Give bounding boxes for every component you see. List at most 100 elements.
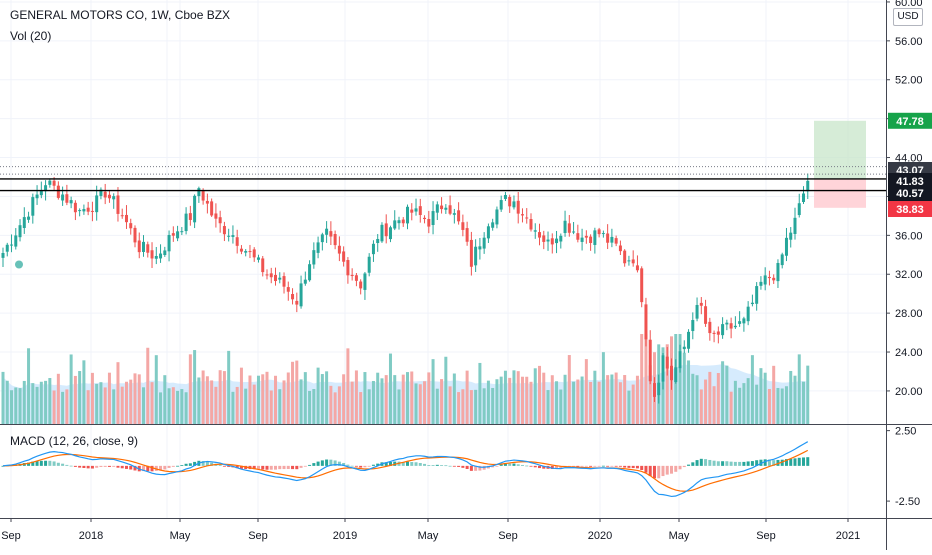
volume-bar [486,380,490,424]
candle-body [491,222,495,228]
volume-bar [354,370,358,424]
candle-body [124,214,128,223]
volume-bar [82,360,86,424]
macd-histogram-bar [499,464,503,466]
volume-bar [176,390,180,424]
stop-zone[interactable] [814,178,866,208]
candle-body [444,207,448,210]
volume-legend: Vol (20) [10,29,52,43]
currency-button[interactable]: USD [893,8,923,26]
candle-body [325,228,329,235]
price-tick-label: 60.00 [895,0,923,9]
macd-histogram-bar [52,461,56,466]
candle-body [457,210,461,222]
volume-bar [678,334,682,424]
volume-bar [312,389,316,424]
volume-bar [248,375,252,424]
volume-bar [440,379,444,424]
candle-body [729,323,733,329]
macd-histogram-bar [755,460,759,466]
candle-body [218,217,222,224]
target-zone[interactable] [814,120,866,179]
macd-tick-label: 2.50 [895,426,916,438]
volume-bar [78,371,82,424]
macd-histogram-bar [678,465,682,470]
volume-bar [299,379,303,424]
macd-histogram-bar [427,465,431,466]
volume-bar [503,370,507,424]
macd-histogram-bar [90,465,94,469]
volume-bar [18,388,22,424]
candle-body [171,233,175,236]
volume-bar [789,370,793,424]
volume-bar [86,390,90,424]
volume-bar [380,378,384,424]
candle-body [721,324,725,336]
volume-bar [448,386,452,424]
candle-body [682,346,686,350]
drawing-anchor-dot[interactable] [15,260,23,269]
long-position-tool[interactable] [814,120,866,208]
macd-histogram-bar [797,457,801,466]
volume-bar [231,391,235,424]
horizontal-levels[interactable] [0,166,886,192]
macd-histogram-bar [725,461,729,466]
volume-bar [640,334,644,424]
candles [1,173,810,404]
macd-histogram-bar [388,461,392,466]
macd-histogram-bar [342,462,346,466]
macd-histogram-bar [525,465,529,467]
candle-body [767,276,771,279]
macd-histogram-bar [665,465,669,475]
volume-bar [508,377,512,424]
volume-bar [112,389,116,424]
volume-bar [431,359,435,424]
volume-bar [414,383,418,424]
candle-body [725,322,729,325]
macd-histogram-bar [61,463,65,466]
volume-bar [222,371,226,424]
candle-body [329,231,333,237]
macd-histogram-bar [452,465,456,467]
candle-body [163,250,167,256]
candle-body [176,231,180,239]
macd-histogram-bar [750,461,754,466]
volume-bar [687,360,691,424]
macd-histogram-bar [699,458,703,466]
macd-histogram-bar [763,459,767,466]
candle-body [750,302,754,305]
candle-body [414,208,418,212]
macd-histogram-bar [218,464,222,466]
candle-body [576,233,580,240]
candle-body [495,209,499,225]
time-tick-label: 2018 [79,530,103,542]
macd-histogram-bar [406,461,410,466]
macd-histogram-bar [606,465,610,467]
candle-body [269,273,273,278]
candle-body [525,217,529,219]
time-tick-label: Sep [498,530,518,542]
volume-bar [282,380,286,424]
volume-bar [363,372,367,424]
volume-bar [533,368,537,424]
volume-bar [695,375,699,424]
macd-histogram-bar [239,465,243,469]
macd-histogram-bar [733,461,737,466]
volume-bars [1,334,810,424]
candle-body [303,279,307,284]
macd-histogram-bar [371,464,375,466]
volume-bar [44,380,48,424]
candle-body [103,191,107,198]
macd-histogram-bar [210,462,214,466]
candle-body [648,339,652,382]
volume-bar [538,365,542,424]
time-tick-label: 2020 [588,530,612,542]
price-tick-label: 24.00 [895,347,923,359]
candle-body [559,235,563,242]
volume-bar [627,390,631,424]
candle-body [499,200,503,210]
candle-body [435,204,439,213]
